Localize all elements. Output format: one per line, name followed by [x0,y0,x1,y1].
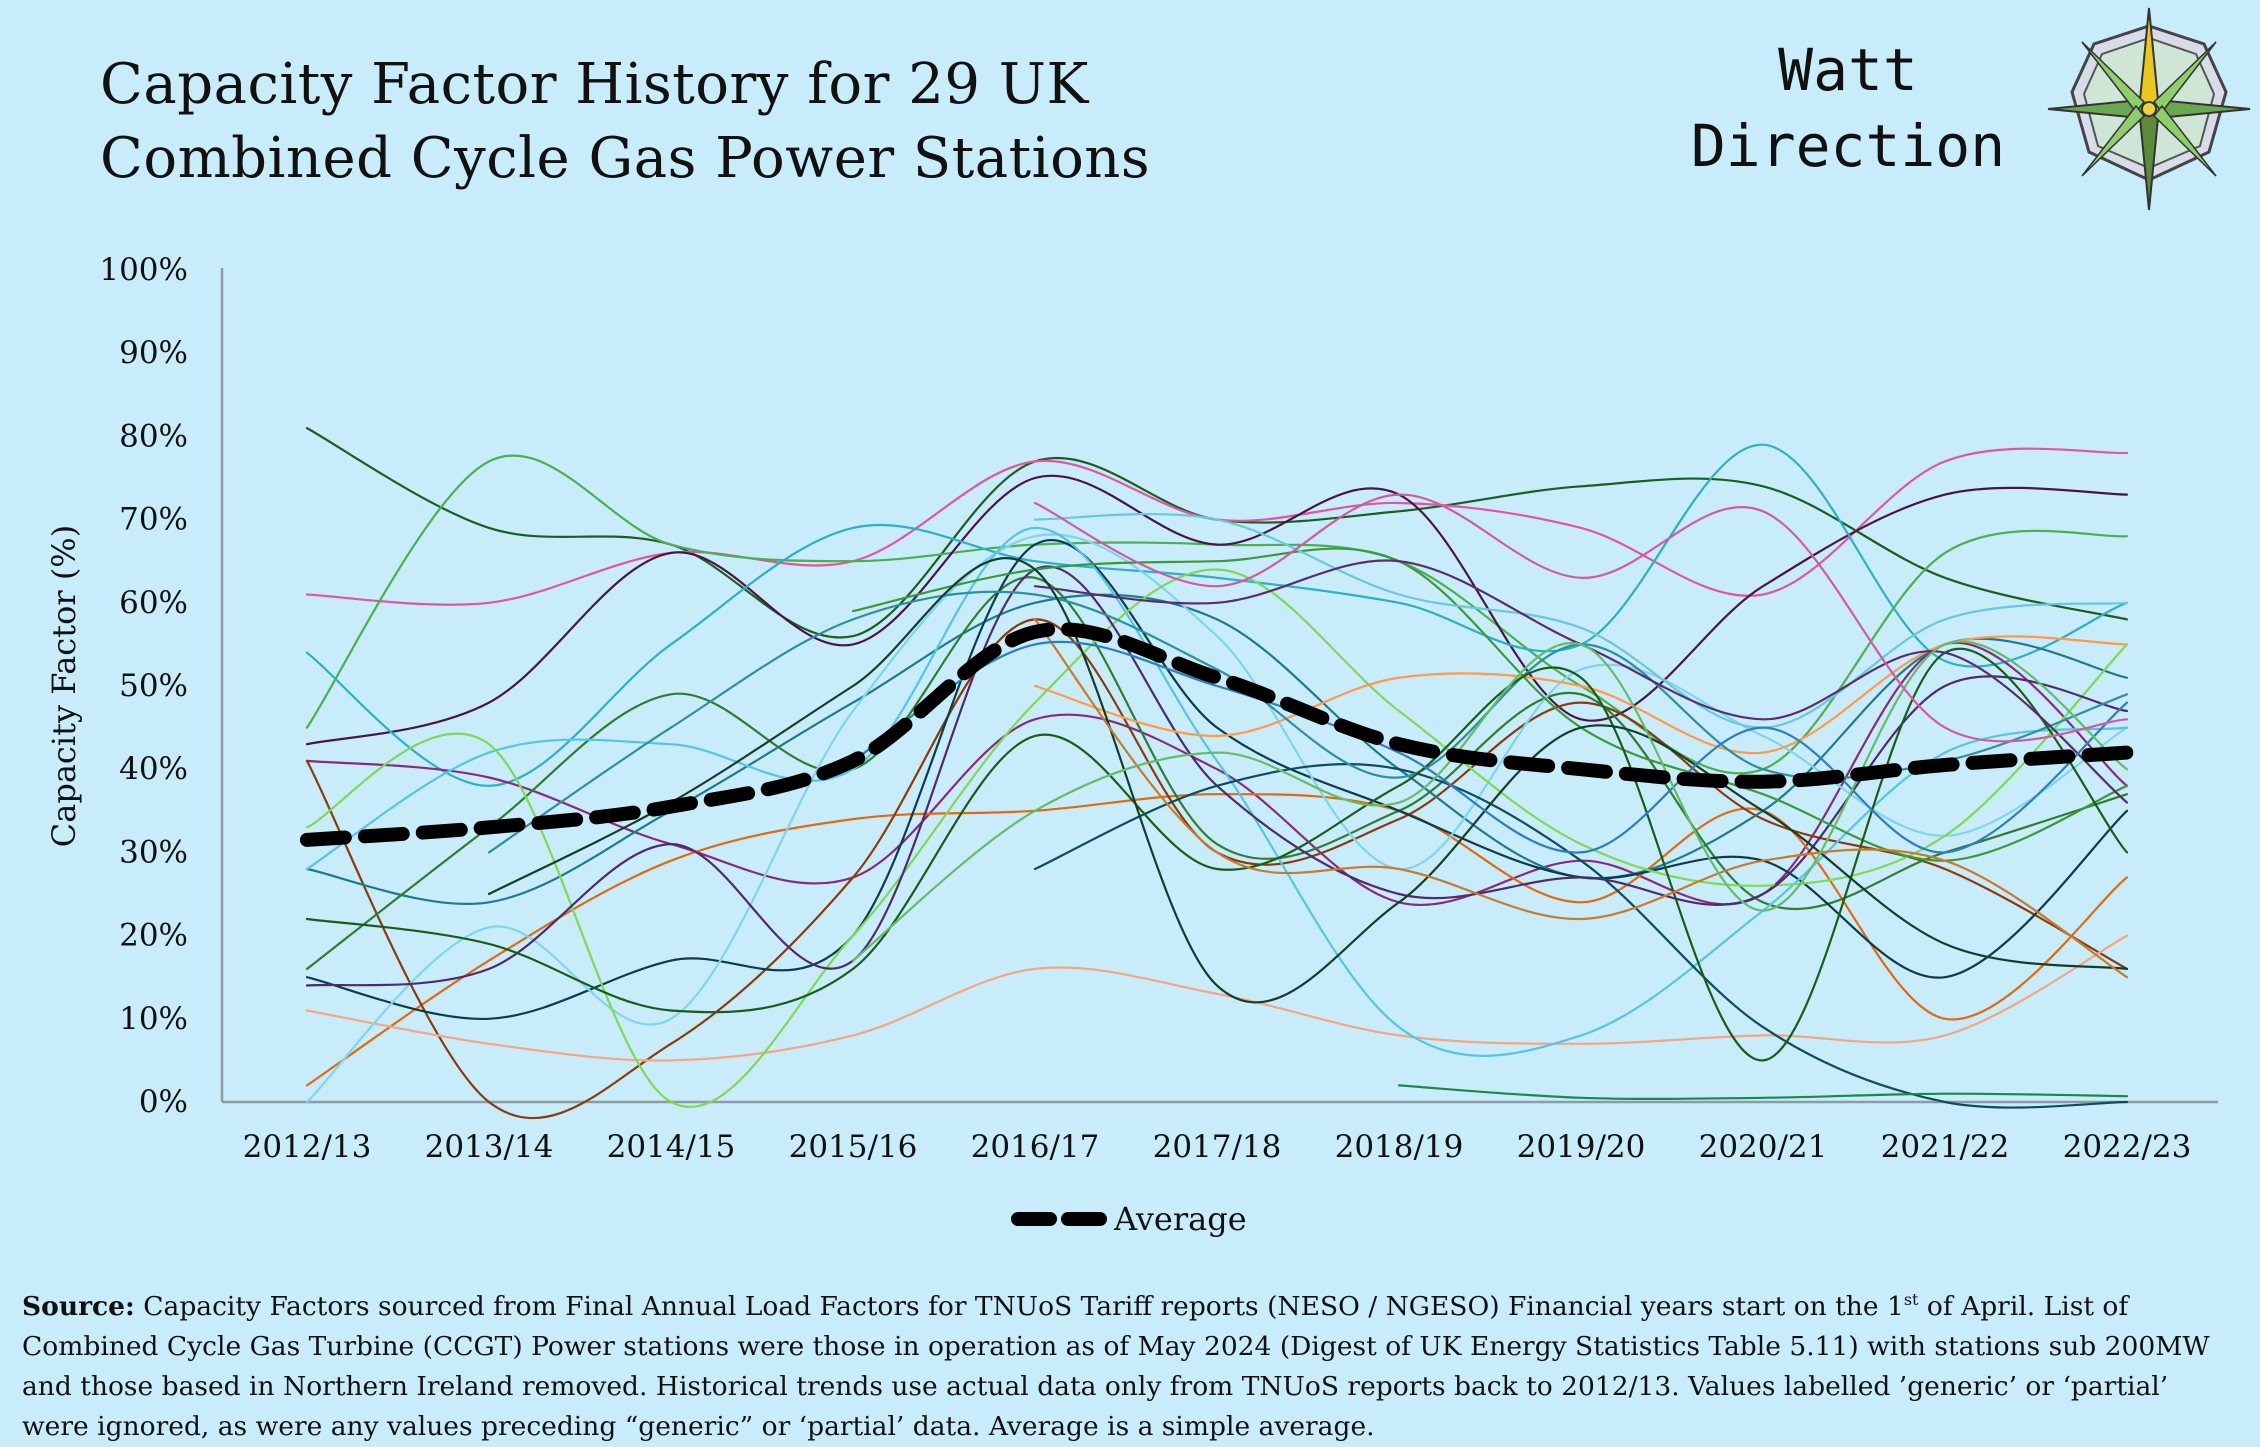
y-axis: 0% 10% 20% 30% 40% 50% 60% 70% 80% 90% 100% Capacit… [45,252,224,1120]
x-tick-label: 2022/23 [2063,1129,2192,1165]
series-path [305,934,2129,1062]
chart-title-line-1: Capacity Factor History for 29 UK [100,52,1089,117]
y-tick-label: 40% [119,751,188,787]
series-path [851,640,2129,962]
x-axis: 2012/13 2013/14 2014/15 2015/16 2016/17 2017/… [222,1100,2218,1165]
series-line-19 [851,547,2129,862]
series-path [305,648,2129,1062]
average-line-group [300,622,2134,847]
series-line-7 [305,793,2129,1087]
source-superscript: st [1903,1290,1919,1309]
series-path [305,641,2129,907]
y-tick-label: 80% [119,418,188,454]
series-line-9 [305,934,2129,1062]
series-line-4 [305,474,2129,746]
series-path [305,593,2129,905]
x-tick-label: 2020/21 [1699,1129,1828,1165]
series-line-10 [305,593,2129,905]
series-path [1397,1084,2129,1101]
x-tick-label: 2016/17 [971,1129,1100,1165]
y-tick-label: 70% [119,502,188,538]
series-line-22 [1397,1084,2129,1101]
y-tick-label: 30% [119,834,188,870]
y-tick-label: 20% [119,918,188,954]
x-tick-label: 2015/16 [789,1129,918,1165]
series-path [1033,493,2129,743]
series-line-20 [487,590,2129,854]
series-path [305,576,2129,970]
x-tick-label: 2021/22 [1881,1129,2010,1165]
series-line-8 [305,618,2129,1120]
y-tick-label: 90% [119,335,188,371]
chart-title: Capacity Factor History for 29 UK Combin… [100,48,1500,196]
x-tick-label: 2018/19 [1335,1129,1464,1165]
legend: Average [1011,1200,1247,1238]
series-path [305,443,2129,787]
series-line-6 [305,641,2129,907]
x-tick-label: 2014/15 [607,1129,736,1165]
series-lines [305,427,2129,1120]
legend-label-average: Average [1113,1200,1247,1238]
x-tick-label: 2013/14 [425,1129,554,1165]
y-tick-label: 10% [119,1001,188,1037]
y-tick-label: 100% [99,252,188,288]
series-line-15 [305,568,2129,1108]
series-line-23 [1033,512,2129,729]
brand-name-line-2: Direction [1690,112,2006,180]
series-path [305,618,2129,1120]
series-line-12 [305,539,2129,1020]
series-line-11 [305,576,2129,970]
x-tick-label: 2019/20 [1517,1129,1646,1165]
x-tick-label: 2012/13 [243,1129,372,1165]
series-path [305,474,2129,746]
y-axis-title: Capacity Factor (%) [45,525,83,847]
brand-name: Watt Direction [1648,32,2048,184]
series-path [305,447,2129,606]
series-path [1033,512,2129,729]
y-tick-label: 0% [139,1084,188,1120]
series-path [487,557,2129,1004]
series-path [851,547,2129,862]
series-line-24 [487,557,2129,1004]
source-text-1: Capacity Factors sourced from Final Annu… [134,1290,1904,1322]
series-path [305,568,2129,1108]
x-tick-label: 2017/18 [1153,1129,1282,1165]
y-tick-label: 60% [119,585,188,621]
brand-name-line-1: Watt [1778,36,1918,104]
series-path [1033,763,2129,1109]
series-line-29 [1033,493,2129,743]
compass-rose-icon [2047,7,2251,211]
source-label: Source: [22,1290,135,1322]
series-line-28 [851,640,2129,962]
series-line-27 [851,640,2129,854]
series-line-5 [305,443,2129,787]
source-note: Source: Capacity Factors sourced from Fi… [22,1280,2242,1447]
series-path [305,793,2129,1087]
series-path [487,590,2129,854]
chart-title-line-2: Combined Cycle Gas Power Stations [100,126,1151,191]
series-path [305,539,2129,1020]
average-line [300,622,2134,847]
series-line-2 [305,447,2129,606]
y-tick-label: 50% [119,668,188,704]
series-line-21 [305,648,2129,1062]
source-text-2: of April. List of Combined Cycle Gas Tur… [22,1290,2210,1442]
series-path [851,640,2129,854]
series-path [1033,618,2129,979]
series-line-26 [1033,618,2129,979]
series-line-18 [1033,763,2129,1109]
